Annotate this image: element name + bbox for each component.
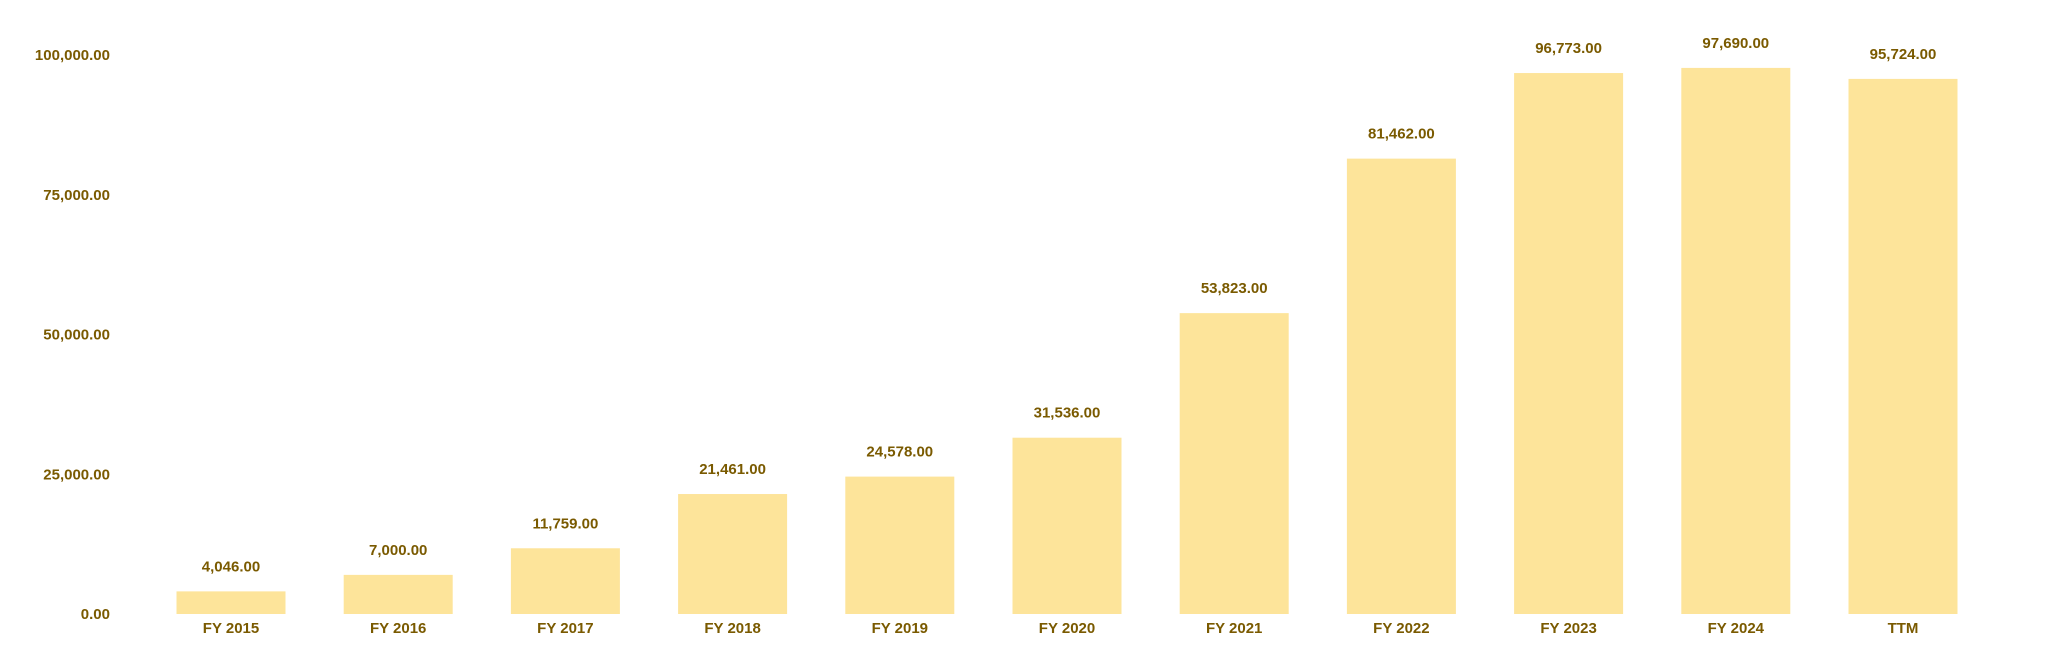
bar-value-label: 7,000.00 (369, 542, 427, 559)
bar (1346, 158, 1456, 614)
y-tick-label: 0.00 (81, 606, 110, 623)
bar-value-label: 95,724.00 (1870, 46, 1937, 63)
x-tick-label: FY 2015 (203, 620, 259, 637)
bar-value-label: 81,462.00 (1368, 126, 1435, 143)
x-tick-label: TTM (1888, 620, 1919, 637)
bar (343, 574, 453, 614)
x-tick-label: FY 2017 (537, 620, 593, 637)
bars (176, 67, 1958, 615)
bar (845, 476, 955, 614)
x-tick-label: FY 2024 (1708, 620, 1765, 637)
bar (1848, 78, 1958, 615)
y-tick-label: 100,000.00 (35, 47, 110, 64)
bar (1681, 67, 1791, 614)
x-tick-label: FY 2016 (370, 620, 426, 637)
y-tick-label: 50,000.00 (43, 327, 110, 344)
bar-value-label: 31,536.00 (1034, 405, 1101, 422)
bar-value-label: 53,823.00 (1201, 280, 1268, 297)
bar (1179, 313, 1289, 614)
y-tick-label: 25,000.00 (43, 466, 110, 483)
bar (176, 591, 286, 614)
y-tick-label: 75,000.00 (43, 187, 110, 204)
x-tick-label: FY 2023 (1540, 620, 1596, 637)
bar-value-label: 11,759.00 (532, 515, 598, 532)
bar-value-label: 97,690.00 (1702, 35, 1769, 52)
bar-value-label: 21,461.00 (699, 461, 766, 478)
bar (510, 548, 620, 614)
y-axis-ticks: 0.00 25,000.00 50,000.00 75,000.00 100,000.0… (35, 47, 110, 623)
bar (1514, 73, 1624, 614)
bar (678, 494, 788, 614)
bar (1012, 437, 1122, 614)
x-tick-label: FY 2018 (704, 620, 760, 637)
x-tick-label: FY 2021 (1206, 620, 1262, 637)
x-axis-labels: FY 2015 FY 2016 FY 2017 FY 2018 FY 2019 FY 20… (203, 620, 1919, 637)
bar-value-label: 96,773.00 (1535, 40, 1602, 57)
x-tick-label: FY 2019 (872, 620, 928, 637)
bar-value-label: 24,578.00 (866, 444, 933, 461)
value-labels: 4,046.00 7,000.00 11,759.00 21,461.00 24,578… (202, 35, 1937, 575)
bar-value-label: 4,046.00 (202, 558, 260, 575)
x-tick-label: FY 2020 (1039, 620, 1095, 637)
x-tick-label: FY 2022 (1373, 620, 1429, 637)
